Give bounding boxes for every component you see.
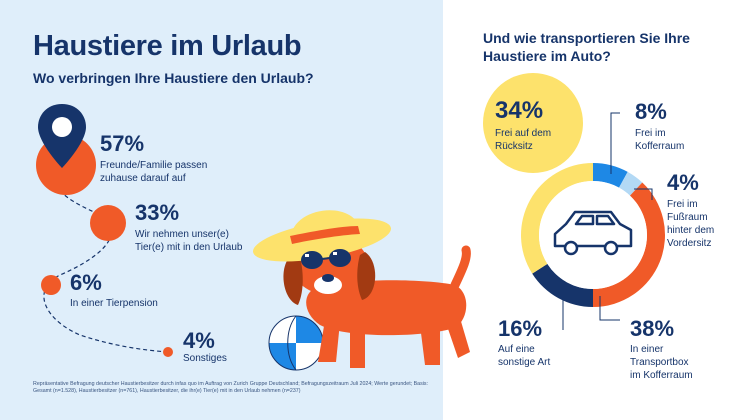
leader-line-4 <box>634 188 653 200</box>
footnote: Repräsentative Befragung deutscher Haust… <box>33 381 429 394</box>
donut-slice-38 <box>593 182 665 307</box>
bubble-33 <box>90 205 126 241</box>
slice-text-38: In einer Transportbox im Kofferraum <box>630 344 693 381</box>
bubble-4 <box>163 347 173 357</box>
left-panel <box>0 0 443 420</box>
page-title: Haustiere im Urlaub <box>33 30 302 62</box>
value-label-6: 6% <box>70 270 102 295</box>
left-question: Wo verbringen Ihre Haustiere den Urlaub? <box>33 70 314 86</box>
location-pin-icon <box>38 104 86 168</box>
slice-text-4: Frei im Fußraum hinter dem Vordersitz <box>667 199 715 249</box>
leader-line-38 <box>599 296 620 321</box>
item-text-6: In einer Tierpension <box>70 298 158 309</box>
right-question: Und wie transportieren Sie Ihre Haustier… <box>483 30 690 64</box>
sunglasses-icon <box>301 249 351 269</box>
item-text-33: Wir nehmen unser(e) Tier(e) mit in den Ur… <box>135 229 243 253</box>
value-label-8: 8% <box>635 99 667 124</box>
bubble-34 <box>483 73 583 173</box>
leader-lines <box>562 112 653 330</box>
donut-slice-8 <box>593 163 628 188</box>
value-label-33: 33% <box>135 200 180 225</box>
slice-text-16: Auf eine sonstige Art <box>498 344 551 368</box>
car-icon <box>553 210 633 256</box>
ball-icon <box>268 315 324 371</box>
donut-slices <box>521 163 665 307</box>
item-text-4-sonstiges: Sonstiges <box>183 353 227 364</box>
donut-hole <box>539 181 647 289</box>
value-label-16: 16% <box>498 316 543 341</box>
value-label-4: 4% <box>667 170 699 195</box>
value-label-57: 57% <box>100 131 145 156</box>
value-label-34: 34% <box>495 97 544 124</box>
dashed-path <box>43 164 169 353</box>
leader-line-8 <box>610 112 620 174</box>
donut-slice-4 <box>619 171 643 196</box>
donut-slice-34 <box>521 163 593 274</box>
bubble-6 <box>41 275 61 295</box>
slice-text-8: Frei im Kofferraum <box>635 128 685 152</box>
donut-slice-16 <box>532 263 593 307</box>
item-text-57: Freunde/Familie passen zuhause darauf auf <box>100 160 208 184</box>
value-label-4-sonstiges: 4% <box>183 328 215 353</box>
dog-illustration <box>252 210 471 371</box>
value-label-38: 38% <box>630 316 675 341</box>
slice-text-34: Frei auf dem Rücksitz <box>495 128 552 152</box>
